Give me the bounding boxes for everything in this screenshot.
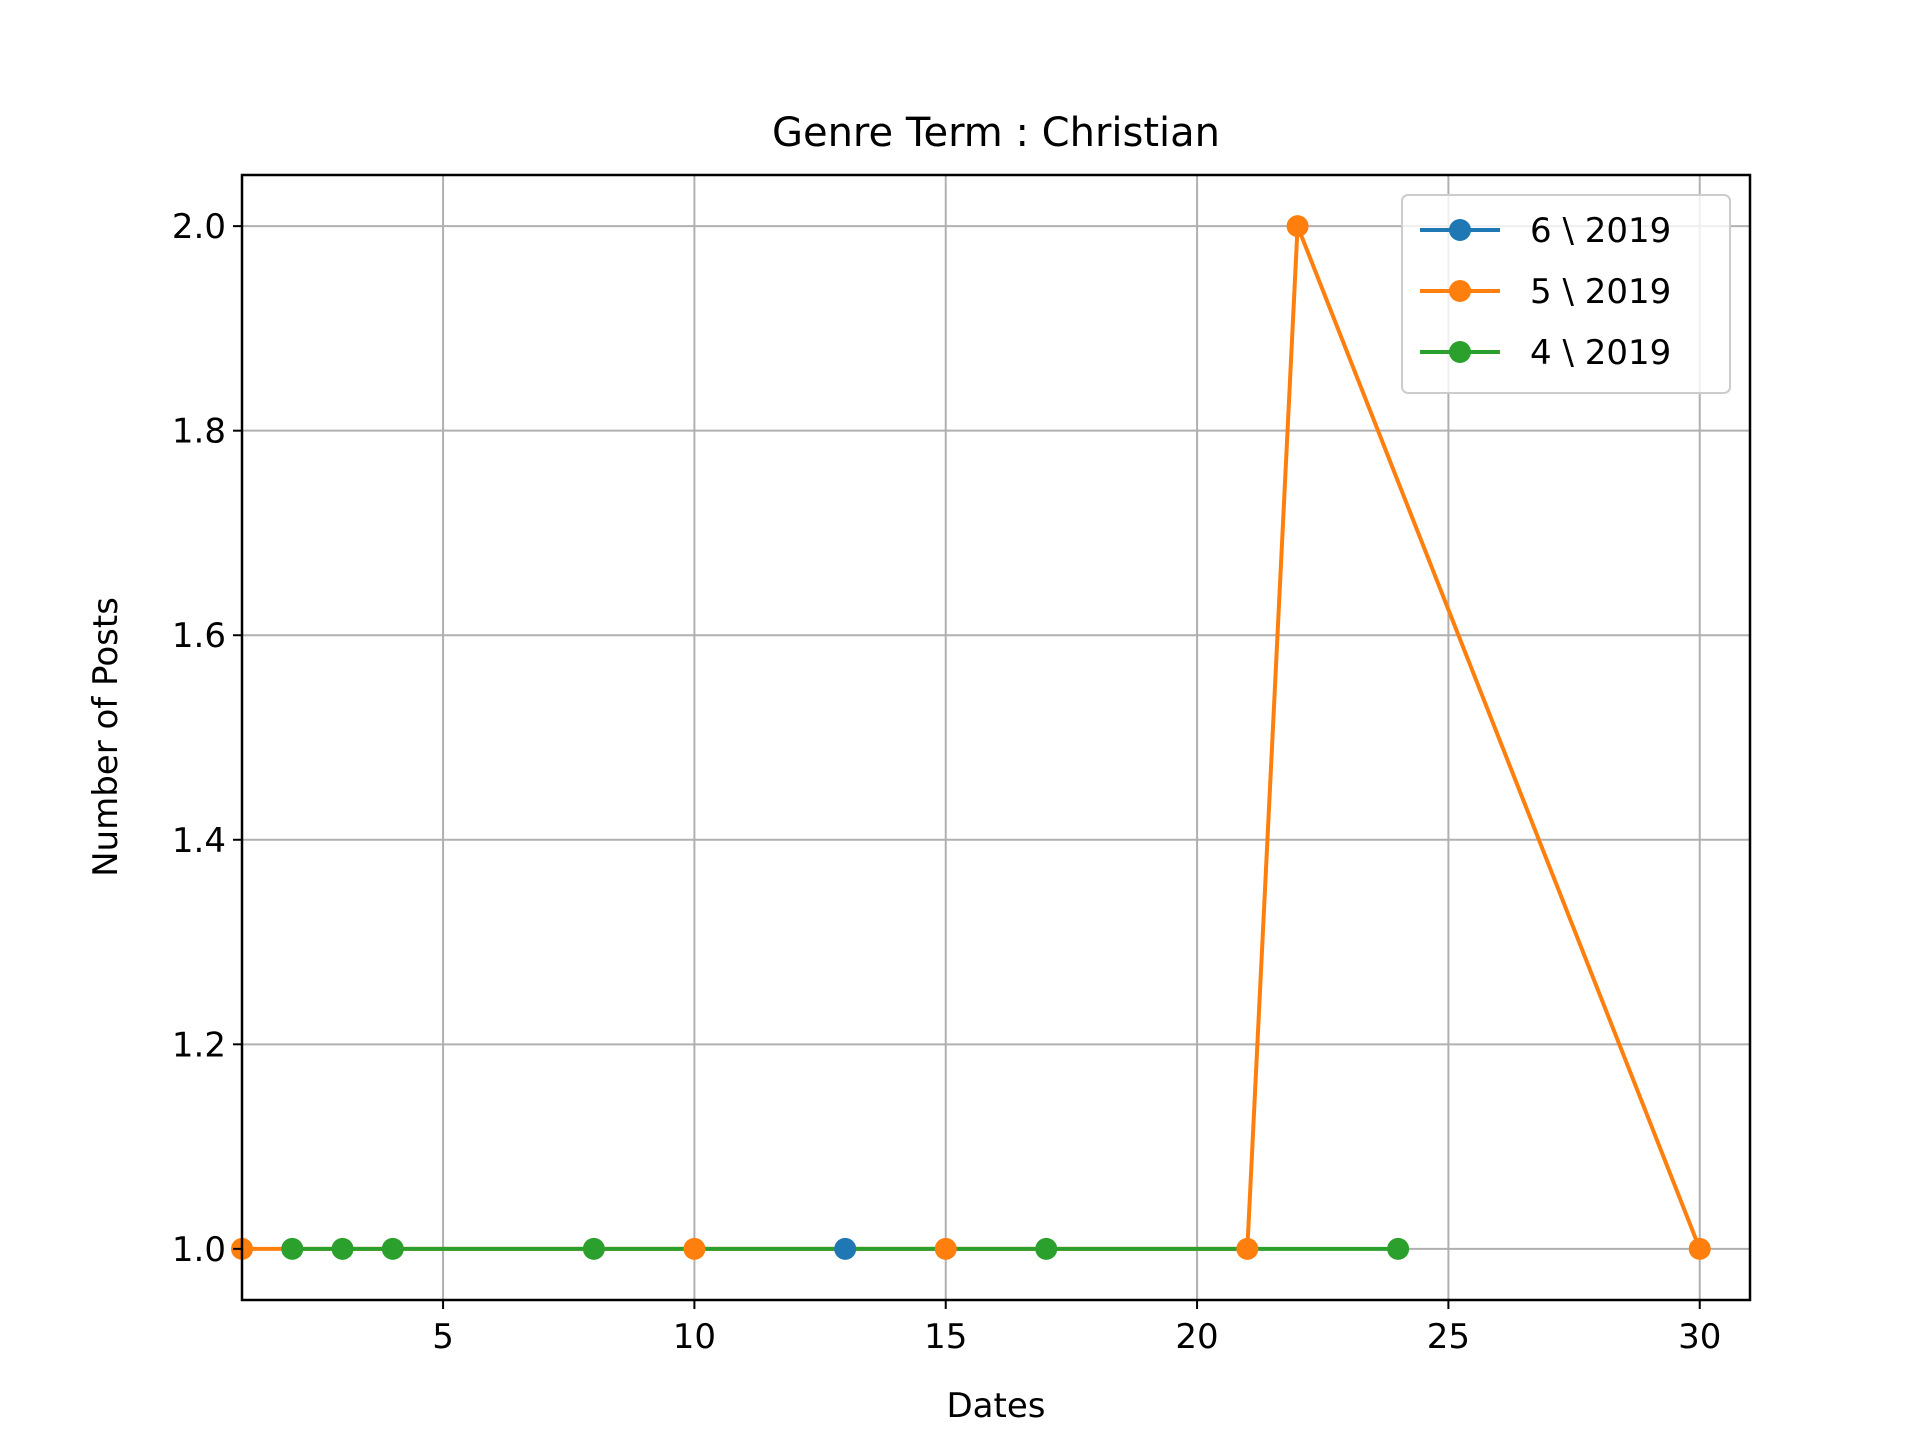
- y-axis-ticks: 1.0 1.2 1.4 1.6 1.8 2.0: [172, 207, 242, 1270]
- y-tick-label: 1.6: [172, 616, 226, 656]
- legend: 6 \ 2019 5 \ 2019 4 \ 2019: [1401, 194, 1731, 394]
- y-tick-label: 1.2: [172, 1025, 226, 1065]
- y-tick-label: 1.4: [172, 821, 226, 861]
- x-axis-label: Dates: [947, 1386, 1046, 1426]
- legend-box: [1401, 194, 1731, 394]
- marker-layer: [231, 215, 1711, 1260]
- legend-swatch-marker: [1449, 219, 1471, 241]
- y-axis-label: Number of Posts: [86, 597, 126, 877]
- x-axis-ticks: 5 10 15 20 25 30: [432, 1300, 1721, 1357]
- data-point: [1236, 1237, 1259, 1260]
- data-point: [582, 1237, 605, 1260]
- data-point: [1688, 1237, 1711, 1260]
- data-point: [834, 1237, 857, 1260]
- data-point: [1035, 1237, 1058, 1260]
- y-tick-label: 1.0: [172, 1230, 226, 1270]
- x-tick-label: 15: [924, 1317, 967, 1357]
- legend-label: 6 \ 2019: [1530, 211, 1671, 251]
- data-point: [1286, 215, 1309, 238]
- legend-swatch-marker: [1449, 280, 1471, 302]
- y-tick-label: 1.8: [172, 412, 226, 452]
- data-point: [381, 1237, 404, 1260]
- x-tick-label: 20: [1175, 1317, 1218, 1357]
- data-point: [683, 1237, 706, 1260]
- data-point: [934, 1237, 957, 1260]
- legend-label: 5 \ 2019: [1530, 272, 1671, 312]
- x-tick-label: 5: [432, 1317, 454, 1357]
- legend-swatch-marker: [1449, 341, 1471, 363]
- data-point: [281, 1237, 304, 1260]
- x-tick-label: 10: [673, 1317, 716, 1357]
- x-tick-label: 30: [1678, 1317, 1721, 1357]
- x-tick-label: 25: [1427, 1317, 1470, 1357]
- legend-label: 4 \ 2019: [1530, 333, 1671, 373]
- data-point: [1387, 1237, 1410, 1260]
- y-tick-label: 2.0: [172, 207, 226, 247]
- data-point: [331, 1237, 354, 1260]
- plot-frame: [240, 173, 1752, 1302]
- chart-title: Genre Term : Christian: [772, 110, 1220, 156]
